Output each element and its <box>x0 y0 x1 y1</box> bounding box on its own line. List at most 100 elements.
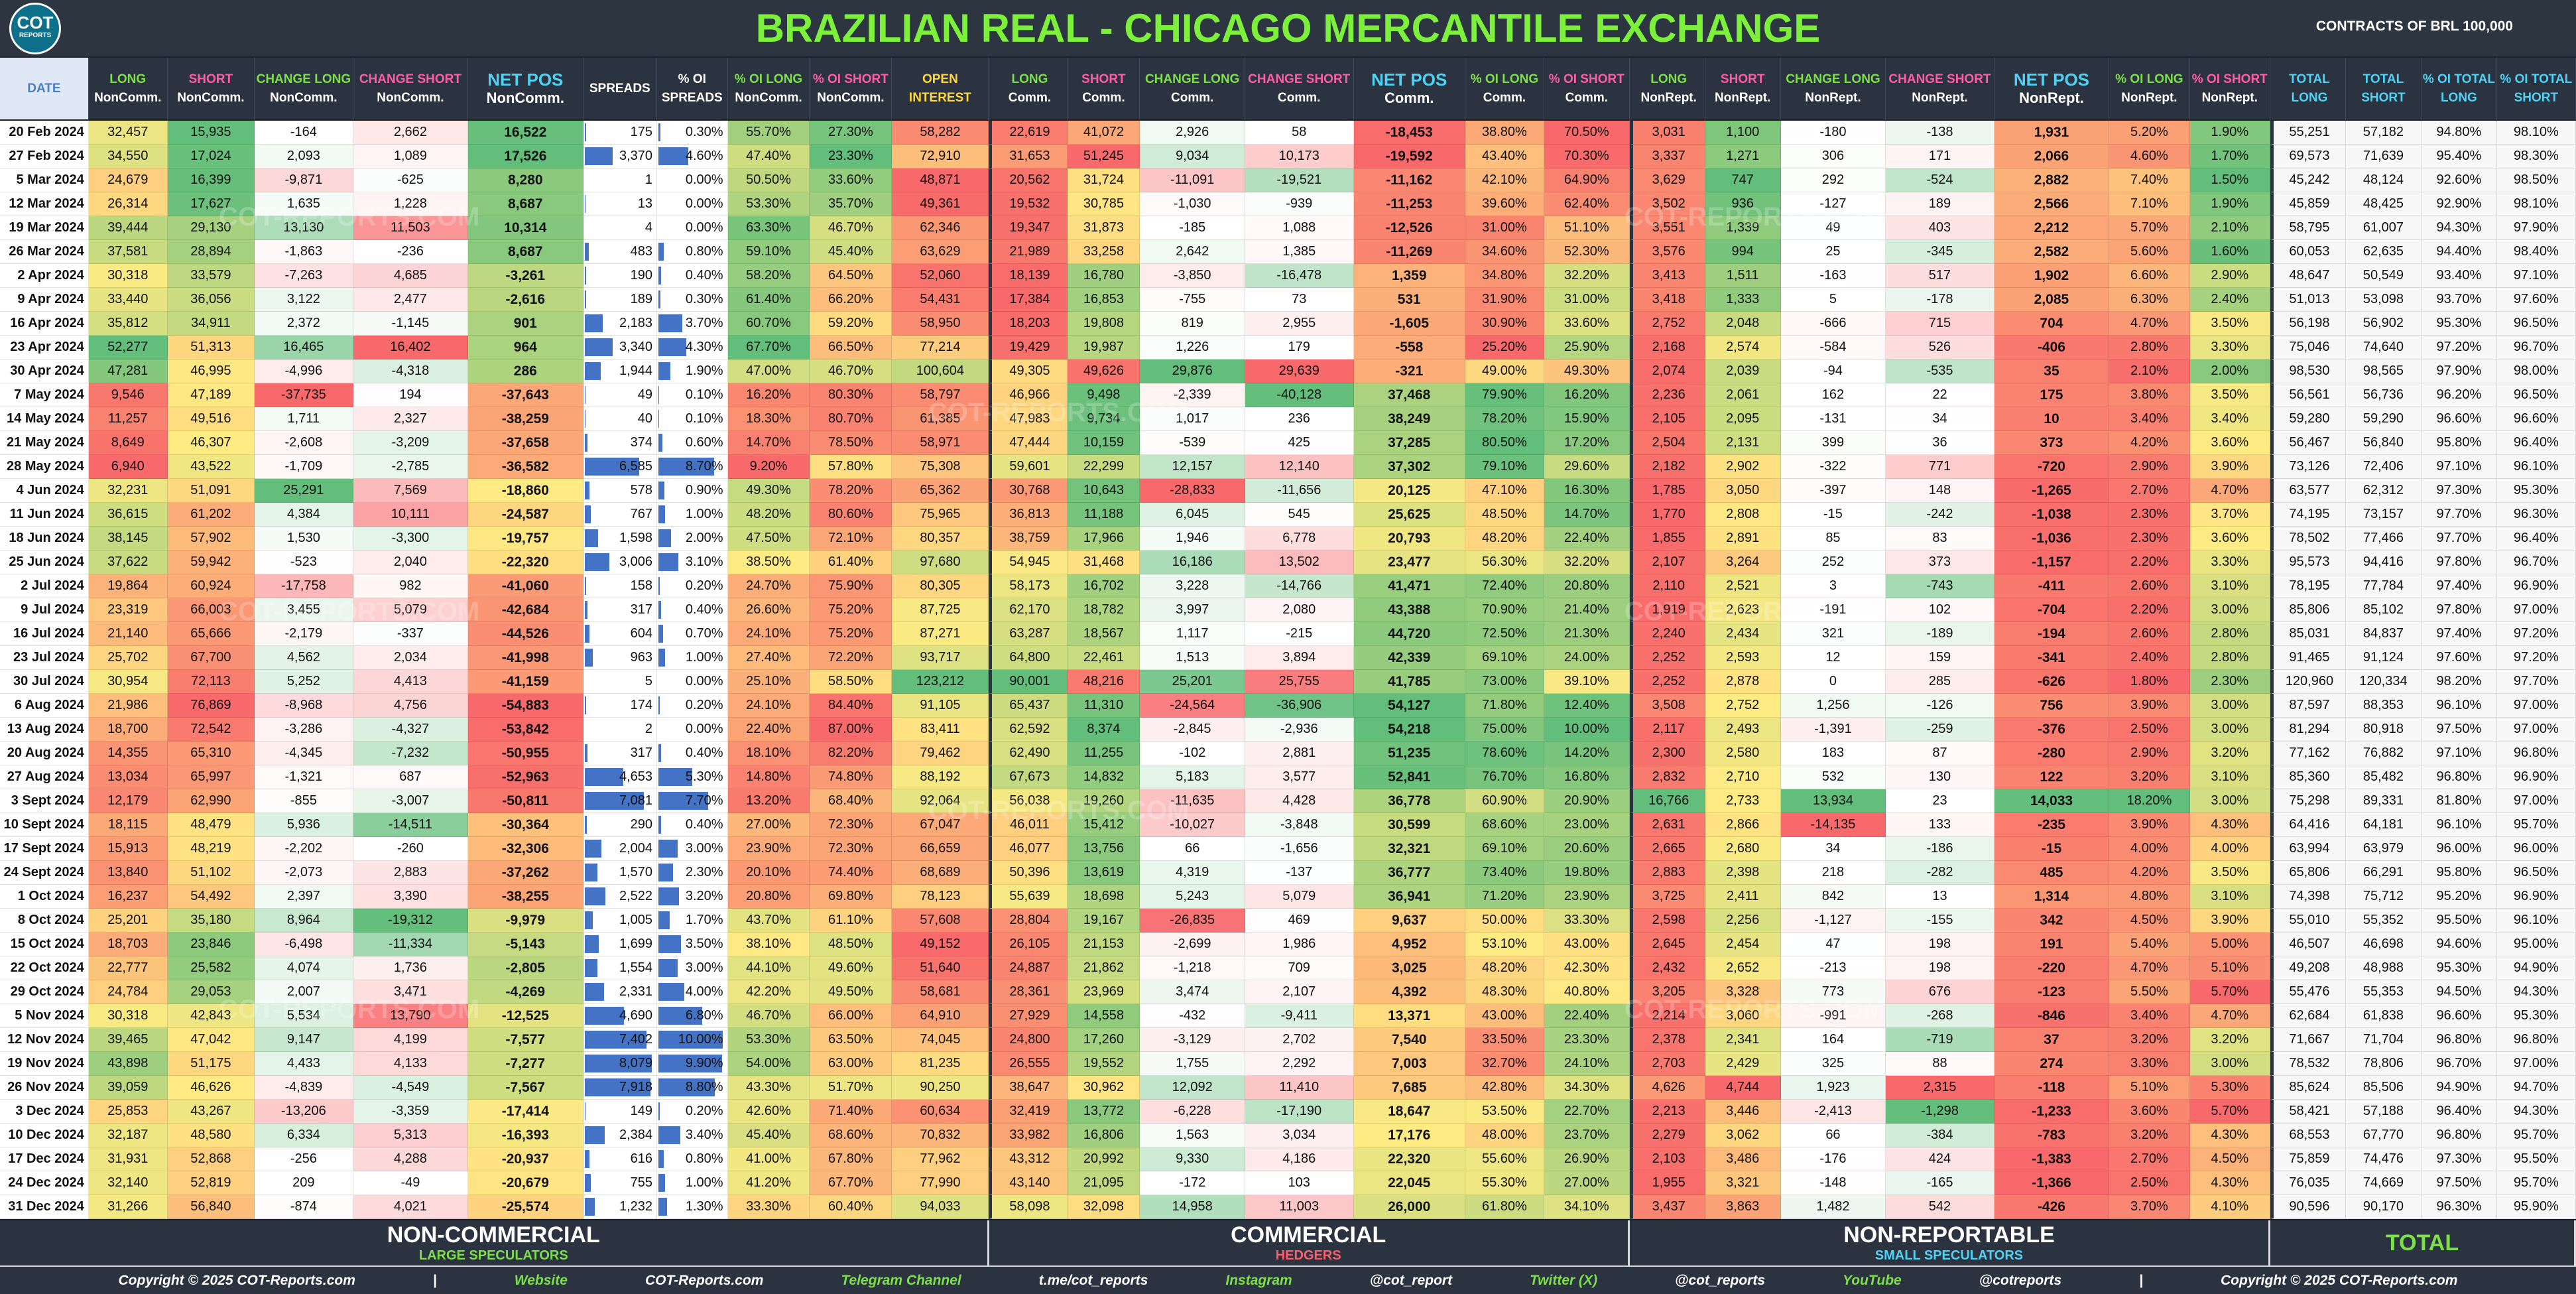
cell-text: 3.00% <box>685 960 723 975</box>
cell: 23.70% <box>1544 1124 1630 1147</box>
cell: 63.30% <box>727 216 810 240</box>
data-bar <box>584 123 586 141</box>
cell: -1,321 <box>255 765 353 789</box>
cell: 5,534 <box>255 1004 353 1028</box>
column-header: NET POS Comm. <box>1353 58 1465 121</box>
cell: 73.00% <box>1465 670 1544 694</box>
cell: 399 <box>1780 431 1886 455</box>
cell: -24,587 <box>468 503 583 527</box>
header-text: NonRept. <box>1805 90 1861 105</box>
cell: 43,898 <box>88 1052 168 1076</box>
cell: 2,710 <box>1705 765 1781 789</box>
cell: -256 <box>255 1147 353 1171</box>
cell: 2,074 <box>1629 359 1705 383</box>
cell: 21 May 2024 <box>0 431 89 455</box>
cell: 4.70% <box>2189 1004 2270 1028</box>
cell: 66,659 <box>892 837 989 861</box>
cell: 158 <box>583 574 658 598</box>
cell: 9,637 <box>1353 909 1465 933</box>
cell: -523 <box>255 550 353 574</box>
cell: 58,282 <box>892 121 989 145</box>
cell: 11,188 <box>1068 503 1140 527</box>
cell: 35.70% <box>810 192 892 216</box>
cell-text: 4.60% <box>685 149 723 163</box>
cell: 1,785 <box>1629 479 1705 503</box>
cell: 49.30% <box>727 479 810 503</box>
cell: 73,126 <box>2270 455 2346 479</box>
cell: 12 Nov 2024 <box>0 1028 89 1052</box>
cell: 3,455 <box>255 598 353 622</box>
cell: 2,212 <box>1994 216 2110 240</box>
cell: 93.70% <box>2421 288 2497 312</box>
cell: 0.20% <box>657 1100 728 1124</box>
cell: 57,608 <box>892 909 989 933</box>
cell: 67.70% <box>810 1171 892 1195</box>
cell: 80.60% <box>810 503 892 527</box>
cell: 20.80% <box>1544 574 1630 598</box>
cell: 71.20% <box>1465 885 1544 909</box>
cell: 87 <box>1886 742 1994 765</box>
cell: 3.20% <box>2189 742 2270 765</box>
column-header: % OI SHORT Comm. <box>1544 58 1630 121</box>
cell: 2,214 <box>1629 1004 1705 1028</box>
cell: 0.00% <box>657 216 728 240</box>
cell: 96.70% <box>2496 550 2576 574</box>
cell: 63,287 <box>989 622 1068 646</box>
cell: 31.90% <box>1465 288 1544 312</box>
header-text: SHORT <box>2514 90 2559 105</box>
cell: 1,635 <box>255 192 353 216</box>
cell: 148 <box>1886 479 1994 503</box>
cell: 12,140 <box>1245 455 1354 479</box>
cell: -9,411 <box>1245 1004 1354 1028</box>
cell: 53.30% <box>727 192 810 216</box>
header-text: LONG <box>1650 72 1687 86</box>
cell: 38.80% <box>1465 121 1544 145</box>
header-text: NET POS <box>2013 69 2090 90</box>
cell: 77,214 <box>892 336 989 359</box>
cell-text: 49 <box>637 387 653 402</box>
cell-text: 1,699 <box>619 937 653 951</box>
cell: 3,502 <box>1629 192 1705 216</box>
data-bar <box>584 1102 586 1120</box>
cell: -11,162 <box>1353 168 1465 192</box>
data-bar <box>584 911 593 929</box>
footer-text: | <box>432 1272 437 1288</box>
cell: -54,883 <box>468 694 583 718</box>
cell: 62,346 <box>892 216 989 240</box>
cell: 31,468 <box>1068 550 1140 574</box>
cell: 39,444 <box>88 216 168 240</box>
cell: 14.80% <box>727 765 810 789</box>
cell: 46,307 <box>167 431 255 455</box>
data-bar <box>584 1198 595 1216</box>
cell: 9,330 <box>1140 1147 1245 1171</box>
cell: 2,034 <box>353 646 469 670</box>
cell: 2,881 <box>1245 742 1354 765</box>
cell-text: 3,006 <box>619 554 653 569</box>
cell: 4,685 <box>353 264 469 288</box>
cell: 545 <box>1245 503 1354 527</box>
cell-text: 8.80% <box>685 1080 723 1094</box>
cell: 4,952 <box>1353 933 1465 956</box>
cell: 97.20% <box>2496 622 2576 646</box>
cell: 82.20% <box>810 742 892 765</box>
cell: 13,772 <box>1068 1100 1140 1124</box>
cell: 11,310 <box>1068 694 1140 718</box>
cell: 68.40% <box>810 789 892 813</box>
cell-text: 0.40% <box>685 602 723 617</box>
header-text: % OI SHORT <box>812 72 889 86</box>
cell: 23,846 <box>167 933 255 956</box>
cell-text: 5.30% <box>685 769 723 784</box>
cell: 46.70% <box>810 359 892 383</box>
cell: -411 <box>1994 574 2110 598</box>
data-bar <box>584 1078 651 1096</box>
cell: 38,249 <box>1353 407 1465 431</box>
cell: 14.20% <box>1544 742 1630 765</box>
cell: 2.90% <box>2109 455 2190 479</box>
cell: 1,563 <box>1140 1124 1245 1147</box>
cell: 37,302 <box>1353 455 1465 479</box>
cell: 42.30% <box>1544 956 1630 980</box>
cell: 72.10% <box>810 527 892 550</box>
header-text: NonRept. <box>1640 90 1697 105</box>
cell: 5,243 <box>1140 885 1245 909</box>
cell: 4,690 <box>583 1004 658 1028</box>
